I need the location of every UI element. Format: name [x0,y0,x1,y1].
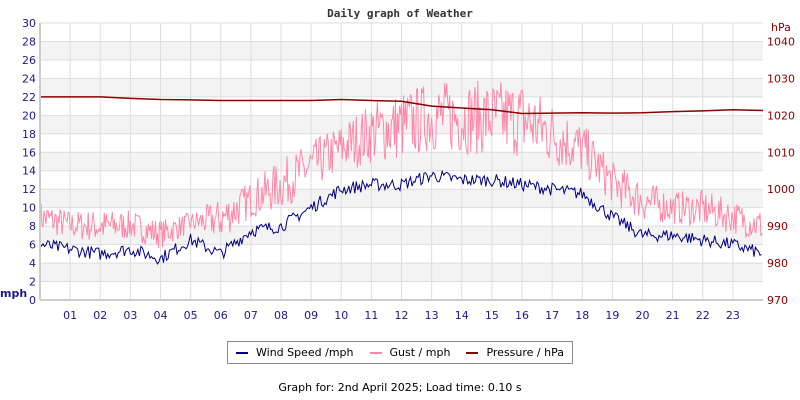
y-left-tick-label: 6 [29,239,36,252]
y-left-tick-label: 4 [29,257,36,270]
y-left-tick-label: 26 [22,54,36,67]
wind-swatch [236,351,248,354]
gust-swatch [369,351,382,354]
footer-text: Graph for: 2nd April 2025; Load time: 0.… [278,381,522,394]
x-tick-label: 03 [123,309,137,322]
x-tick-label: 17 [545,309,559,322]
legend-label: Pressure / hPa [486,346,564,359]
legend-item-wind: Wind Speed /mph [236,346,354,359]
x-tick-label: 19 [605,309,619,322]
y-right-axis-label: hPa [771,21,791,34]
x-tick-label: 15 [485,309,499,322]
y-left-tick-label: 10 [22,202,36,215]
y-left-axis-label: mph [0,287,27,300]
x-tick-label: 06 [214,309,228,322]
legend-label: Gust / mph [389,346,451,359]
x-tick-label: 21 [666,309,680,322]
x-tick-label: 01 [63,309,77,322]
legend-item-pressure: Pressure / hPa [466,346,564,359]
x-tick-label: 08 [274,309,288,322]
legend: Wind Speed /mph Gust / mph Pressure / hP… [227,341,573,364]
y-right-tick-label: 1030 [767,72,795,85]
y-left-tick-label: 8 [29,220,36,233]
x-tick-label: 14 [455,309,469,322]
y-left-tick-label: 14 [22,165,36,178]
x-tick-label: 23 [726,309,740,322]
y-left-tick-label: 30 [22,17,36,30]
x-tick-label: 05 [184,309,198,322]
x-tick-label: 22 [696,309,710,322]
x-tick-label: 11 [364,309,378,322]
legend-label: Wind Speed /mph [256,346,354,359]
series-pressure-line [40,96,764,115]
y-left-tick-label: 0 [29,294,36,307]
y-right-tick-label: 980 [767,257,788,270]
y-right-tick-label: 1040 [767,35,795,48]
chart-title: Daily graph of Weather [327,7,473,20]
x-tick-label: 04 [154,309,168,322]
x-tick-label: 18 [575,309,589,322]
x-tick-label: 02 [93,309,107,322]
y-right-tick-label: 1020 [767,109,795,122]
series-gust-line [39,80,763,249]
x-tick-label: 10 [334,309,348,322]
y-left-tick-label: 22 [22,91,36,104]
y-left-tick-label: 2 [29,276,36,289]
x-tick-label: 07 [244,309,258,322]
y-left-tick-label: 18 [22,128,36,141]
x-tick-label: 13 [425,309,439,322]
y-left-tick-label: 28 [22,35,36,48]
y-right-tick-label: 1010 [767,146,795,159]
y-left-tick-label: 24 [22,72,36,85]
y-left-tick-label: 16 [22,146,36,159]
y-right-tick-label: 990 [767,220,788,233]
y-left-tick-label: 12 [22,183,36,196]
y-right-tick-label: 970 [767,294,788,307]
y-left-tick-label: 20 [22,109,36,122]
legend-item-gust: Gust / mph [369,346,451,359]
x-tick-label: 12 [395,309,409,322]
x-tick-label: 16 [515,309,529,322]
pressure-swatch [466,351,479,354]
x-tick-label: 09 [304,309,318,322]
y-right-tick-label: 1000 [767,183,795,196]
x-tick-label: 20 [636,309,650,322]
series-wind-line [39,169,762,265]
